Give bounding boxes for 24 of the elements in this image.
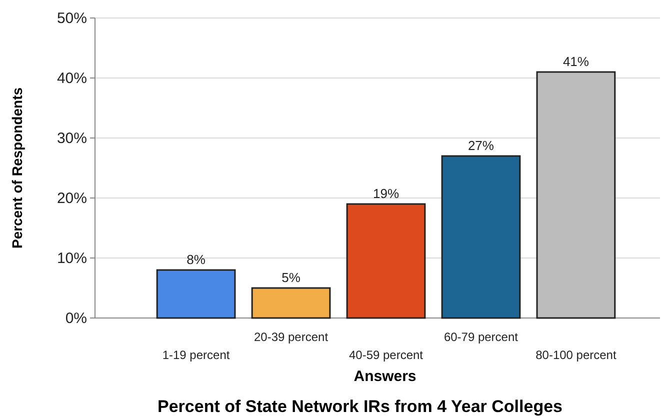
data-label: 19% [372,186,400,201]
data-label: 5% [282,270,301,285]
y-tick-label: 50% [56,10,87,27]
bar [251,287,331,319]
bar [346,203,426,319]
x-tick-label: 80-100 percent [536,348,617,362]
data-label: 27% [468,138,494,153]
y-tick-label: 10% [56,250,87,267]
data-label: 41% [562,54,590,69]
x-tick-label: 1-19 percent [162,348,230,362]
x-axis-title: Answers [354,368,416,385]
bar [441,155,521,319]
bar [156,269,236,319]
y-tick-label: 0% [65,310,87,327]
y-tick-label: 20% [56,190,87,207]
bar [536,71,616,319]
y-tick-label: 40% [56,70,87,87]
text: Percent of State Network IRs from 4 Year Colleges [158,397,562,416]
x-tick-label: 40-59 percent [348,348,424,362]
x-tick-label: 60-79 percent [444,330,519,344]
data-label: 8% [186,252,206,267]
y-axis-title: Percent of Respondents [9,87,25,249]
x-tick-label: 20-39 percent [254,330,329,344]
y-tick-label: 30% [56,130,87,147]
